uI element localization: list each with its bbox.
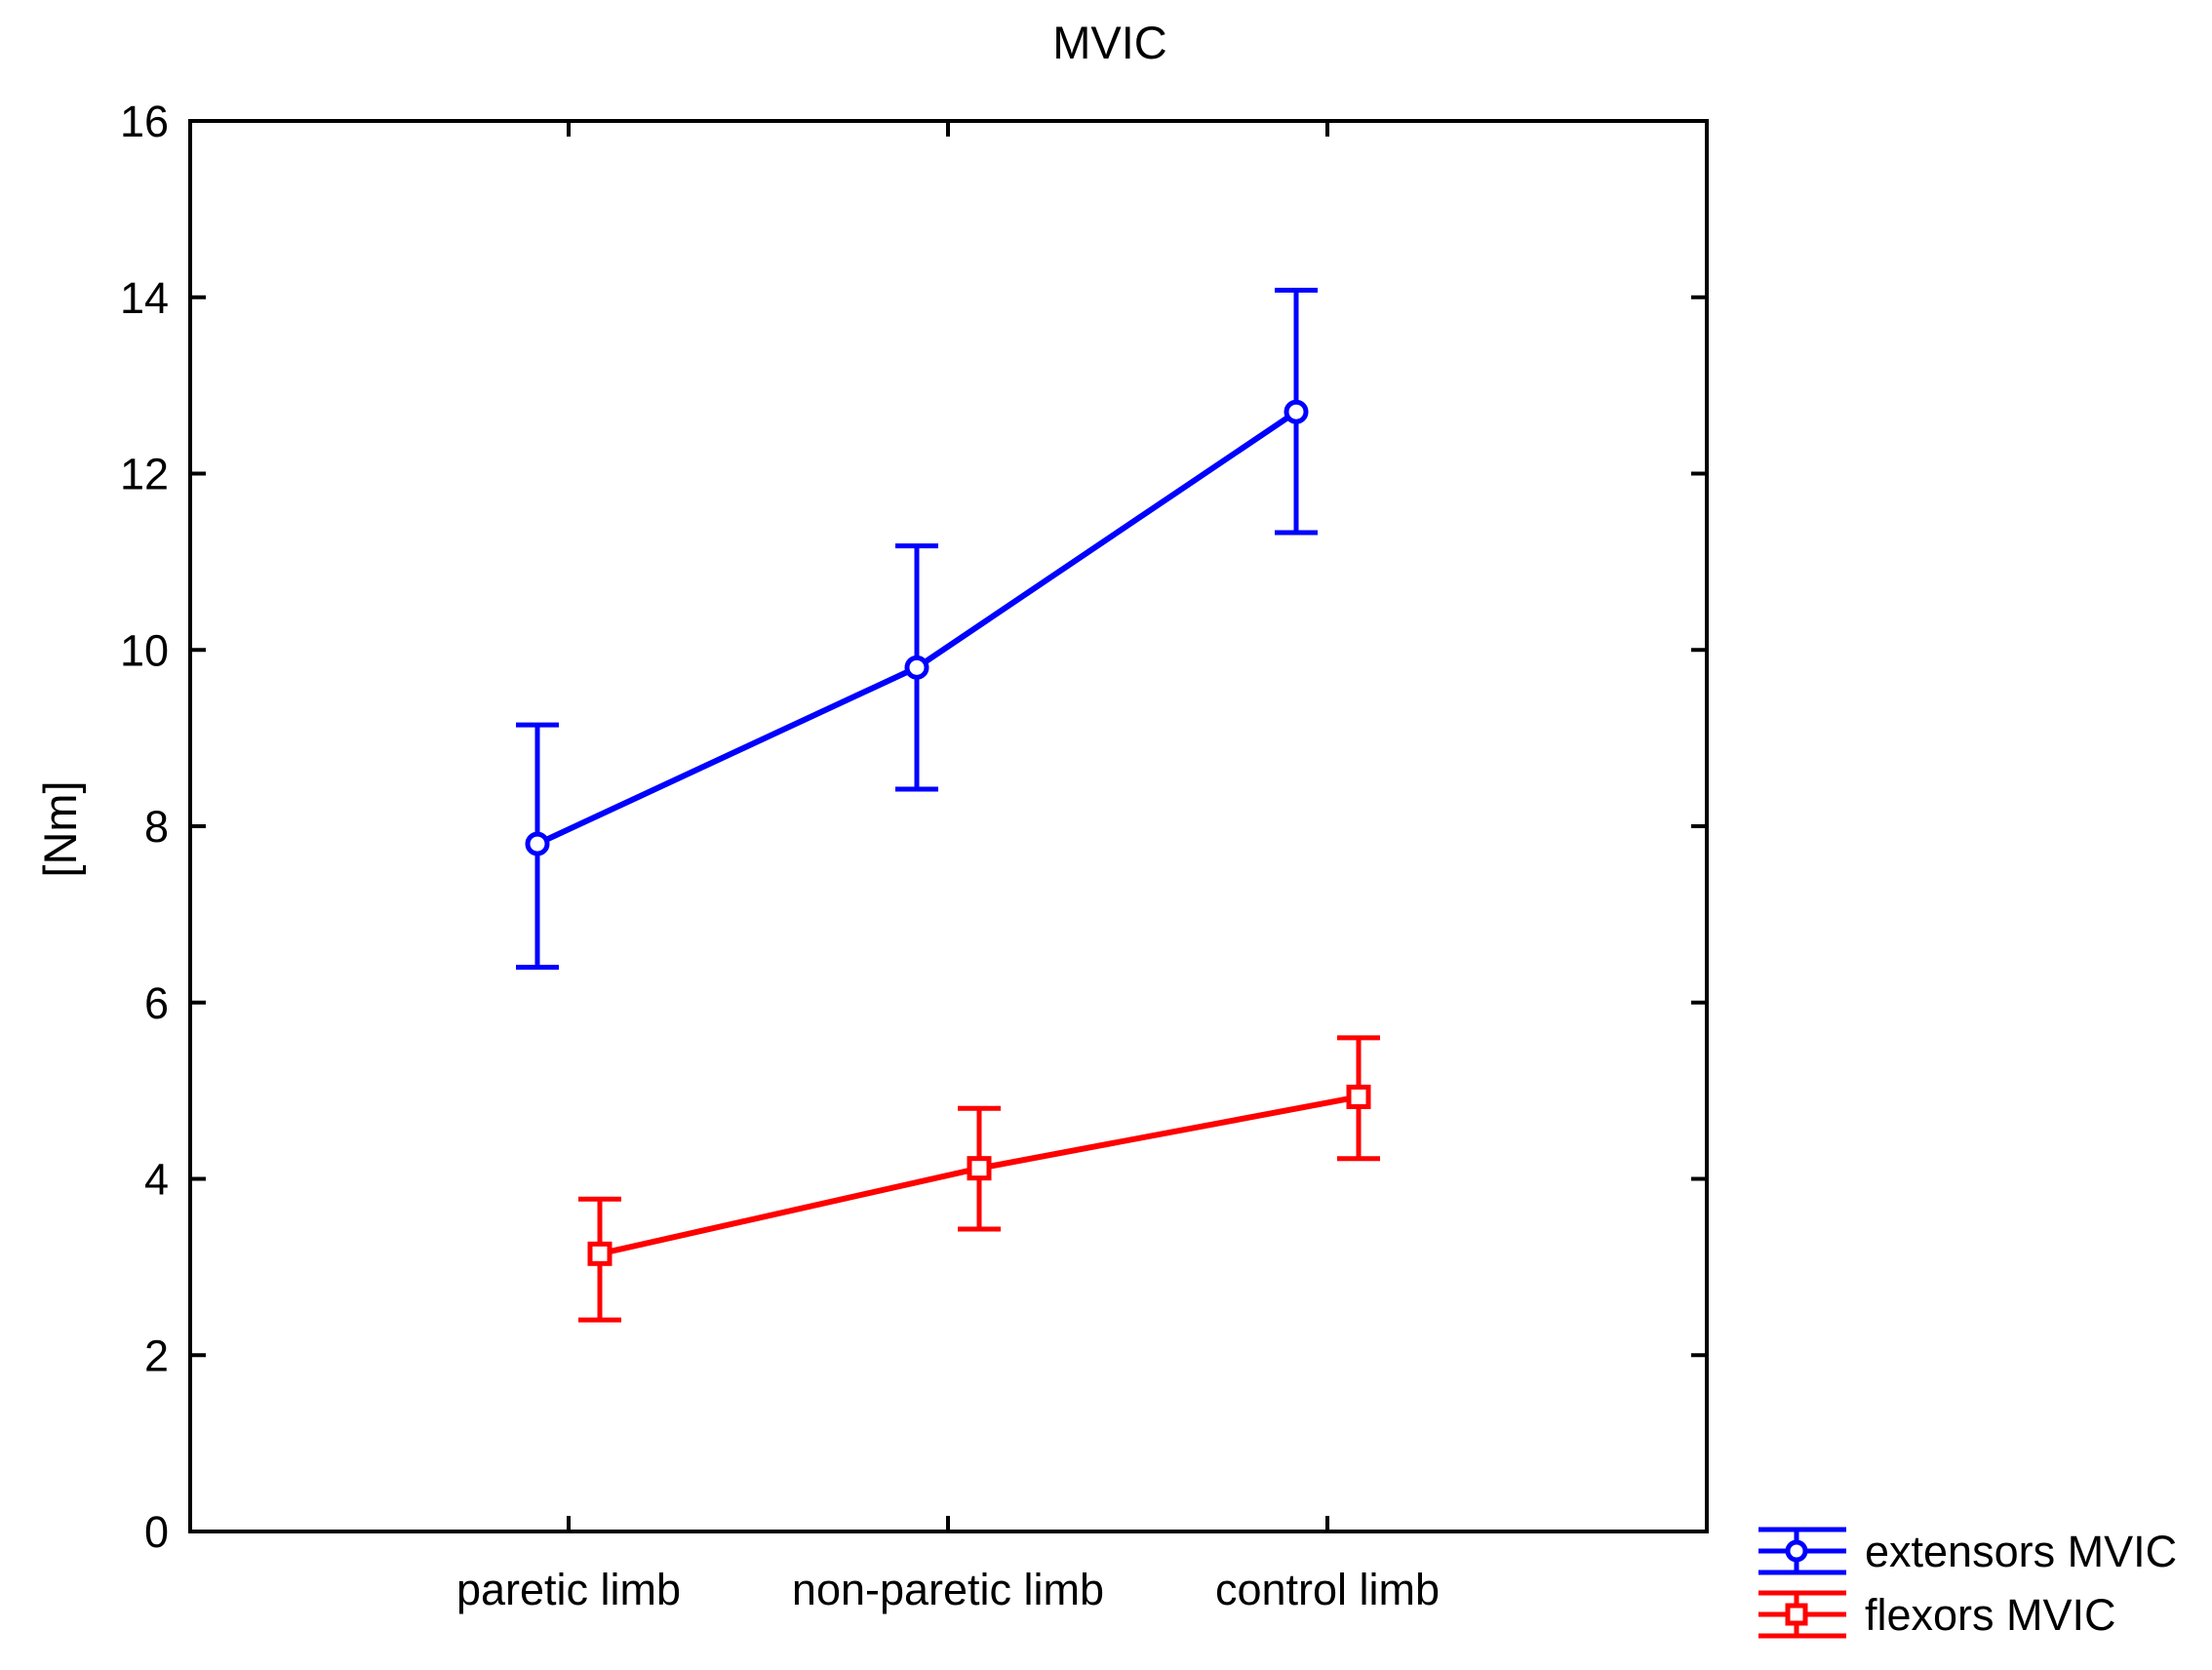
legend-marker bbox=[1785, 1539, 1808, 1563]
y-tick-label: 4 bbox=[144, 1155, 169, 1205]
x-tick-label: non-paretic limb bbox=[792, 1565, 1104, 1614]
y-axis: 0 2 4 6 8 10 12 14 16 bbox=[120, 97, 1707, 1557]
y-tick-label: 16 bbox=[120, 97, 169, 146]
x-tick-label: control limb bbox=[1215, 1565, 1440, 1614]
y-tick-label: 8 bbox=[144, 802, 169, 852]
data-point bbox=[904, 655, 929, 680]
y-tick-label: 14 bbox=[120, 273, 169, 323]
data-point bbox=[587, 1241, 612, 1266]
y-tick-label: 12 bbox=[120, 450, 169, 499]
y-tick-label: 6 bbox=[144, 978, 169, 1028]
legend-marker bbox=[1785, 1603, 1808, 1626]
plot-area bbox=[188, 119, 1709, 1533]
data-point bbox=[1346, 1084, 1371, 1109]
chart-title: MVIC bbox=[1052, 17, 1167, 68]
y-axis-label: [Nm] bbox=[34, 780, 86, 877]
x-tick-label: paretic limb bbox=[456, 1565, 681, 1614]
series-layer bbox=[516, 288, 1380, 1323]
legend: extensors MVIC flexors MVIC bbox=[1758, 1527, 2177, 1640]
data-point bbox=[967, 1156, 992, 1181]
y-tick-label: 10 bbox=[120, 625, 169, 675]
series-flexors bbox=[578, 1035, 1380, 1323]
legend-label: extensors MVIC bbox=[1865, 1527, 2177, 1576]
legend-entry: flexors MVIC bbox=[1758, 1590, 2116, 1640]
series-extensors bbox=[516, 288, 1318, 971]
y-tick-label: 0 bbox=[144, 1507, 169, 1557]
data-point bbox=[1284, 399, 1309, 424]
legend-entry: extensors MVIC bbox=[1758, 1527, 2177, 1576]
x-axis: paretic limb non-paretic limb control limb bbox=[456, 121, 1440, 1614]
y-tick-label: 2 bbox=[144, 1331, 169, 1380]
legend-label: flexors MVIC bbox=[1865, 1590, 2116, 1640]
data-point bbox=[525, 831, 550, 856]
